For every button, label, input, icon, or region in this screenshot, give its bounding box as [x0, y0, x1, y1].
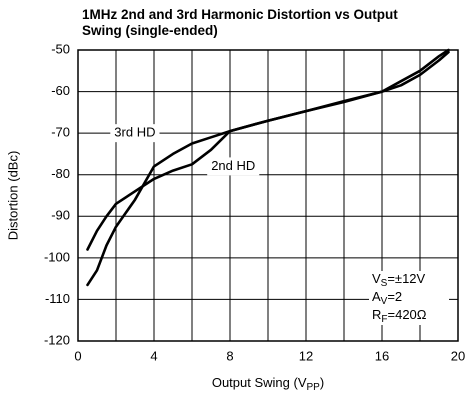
condition-part: =±12V [387, 271, 425, 286]
x-axis-label-part: Output Swing (V [212, 375, 307, 390]
condition-bg [369, 271, 449, 289]
condition: AV=2 [372, 289, 402, 306]
line-series [86, 50, 450, 287]
x-tick-label: 12 [299, 348, 313, 363]
condition: VS=±12V [372, 271, 426, 288]
line-series [86, 48, 450, 251]
series-label: 2nd HD [211, 158, 255, 173]
x-tick-label: 16 [375, 348, 389, 363]
chart-title: 1MHz 2nd and 3rd Harmonic Distortion vs … [82, 7, 398, 22]
y-tick-label: -90 [51, 208, 70, 223]
x-tick-label: 8 [226, 348, 233, 363]
y-tick-label: -80 [51, 166, 70, 181]
y-tick-label: -50 [51, 41, 70, 56]
x-axis-label: Output Swing (VPP) [212, 375, 324, 392]
condition: RF=420Ω [372, 307, 427, 324]
y-tick-label: -100 [44, 249, 70, 264]
y-tick-label: -70 [51, 125, 70, 140]
x-axis-label-part: ) [320, 375, 324, 390]
x-tick-label: 4 [150, 348, 157, 363]
condition-bg [369, 289, 449, 307]
condition-part: S [381, 278, 388, 289]
chart-title: Swing (single-ended) [82, 23, 218, 38]
x-axis-label-part: PP [306, 382, 320, 393]
y-tick-label: -120 [44, 332, 70, 347]
series-label-bg [207, 157, 260, 176]
condition-part: =2 [387, 289, 402, 304]
x-tick-label: 20 [451, 348, 465, 363]
series-label: 3rd HD [114, 125, 155, 140]
condition-part: =420Ω [388, 307, 427, 322]
x-tick-label: 0 [74, 348, 81, 363]
y-tick-label: -60 [51, 83, 70, 98]
condition-bg [369, 307, 449, 325]
series-label-bg [110, 124, 160, 143]
condition-part: V [381, 296, 388, 307]
y-tick-label: -110 [45, 291, 70, 306]
y-axis-label: Distortion (dBc) [5, 151, 20, 241]
condition-part: V [372, 271, 381, 286]
plot-frame [77, 49, 459, 342]
condition-part: R [372, 307, 381, 322]
condition-part: A [372, 289, 381, 304]
condition-part: F [381, 314, 387, 325]
